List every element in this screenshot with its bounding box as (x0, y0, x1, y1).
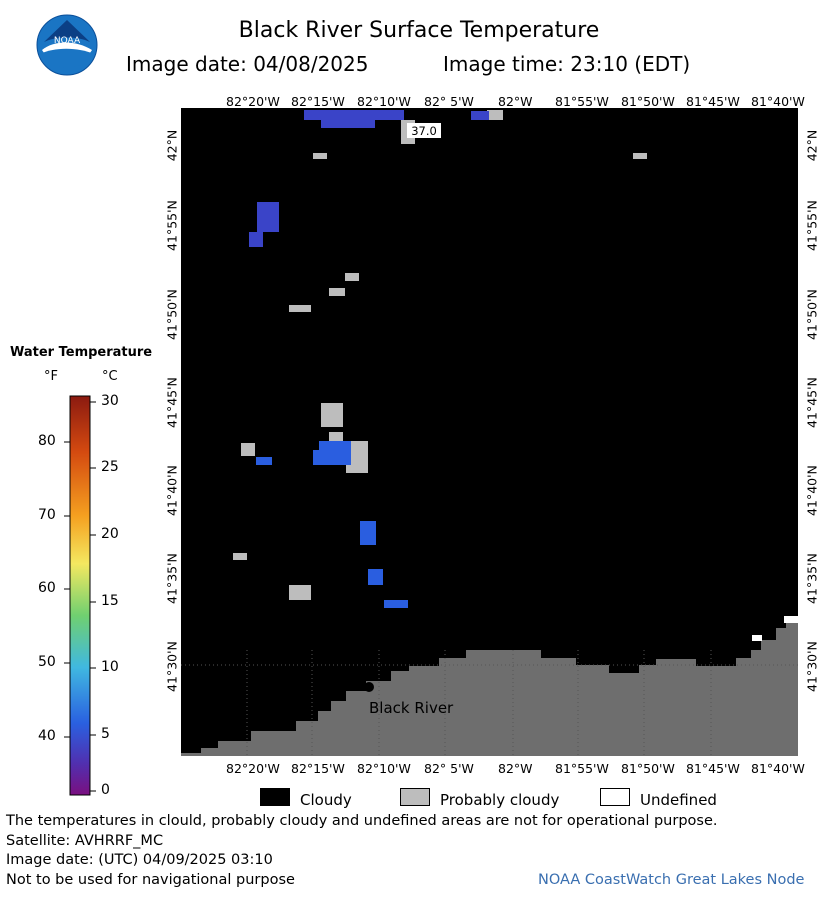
scale-title: Water Temperature (10, 345, 153, 360)
scale-f-tick: 40 (38, 728, 56, 744)
scale-unit-c: °C (102, 369, 118, 384)
scale-f-tick: 70 (38, 507, 56, 523)
scale-c-tick: 15 (101, 593, 119, 609)
lon-label-bottom: 81°40'W (751, 761, 805, 776)
lat-label-right: 42°N (804, 129, 820, 162)
lat-label-right: 41°30'N (804, 641, 820, 692)
lon-label-bottom: 82°15'W (291, 761, 345, 776)
lon-label-bottom: 82°10'W (357, 761, 411, 776)
lat-label-right: 41°35'N (804, 553, 820, 604)
lat-label-right: 41°55'N (804, 200, 820, 251)
map-panel: 37.0 Black River (181, 108, 798, 756)
lon-label-top: 82°15'W (291, 94, 345, 109)
lat-label-left: 41°40'N (164, 465, 180, 516)
legend-probably-cloudy-label: Probably cloudy (440, 791, 560, 809)
credit-text: NOAA CoastWatch Great Lakes Node (538, 872, 805, 888)
water-temperature-patches (249, 110, 489, 608)
lon-label-top: 81°45'W (686, 94, 740, 109)
scale-f-tick: 60 (38, 580, 56, 596)
place-label: Black River (369, 699, 454, 717)
lon-label-bottom: 81°50'W (621, 761, 675, 776)
lon-label-top: 82°W (498, 94, 533, 109)
disclaimer-text: The temperatures in clould, probably clo… (6, 813, 718, 829)
scale-c-tick: 30 (101, 393, 119, 409)
image-time-label: Image time: 23:10 (EDT) (443, 52, 691, 76)
image-date-label: Image date: 04/08/2025 (126, 52, 369, 76)
lat-label-right: 41°50'N (804, 289, 820, 340)
lat-label-right: 41°40'N (804, 465, 820, 516)
undefined-area (784, 616, 798, 623)
scale-c-tick: 5 (101, 726, 110, 742)
lon-label-top: 82°10'W (357, 94, 411, 109)
lat-label-left: 41°45'N (164, 377, 180, 428)
lat-label-left: 41°50'N (164, 289, 180, 340)
lon-label-top: 81°40'W (751, 94, 805, 109)
lon-label-bottom: 81°55'W (555, 761, 609, 776)
legend-cloudy-swatch (260, 788, 290, 806)
scale-c-tick: 0 (101, 782, 110, 798)
lon-label-top: 82° 5'W (424, 94, 474, 109)
navigation-warning: Not to be used for navigational purpose (6, 872, 295, 888)
logo-text: NOAA (54, 36, 81, 46)
lon-label-top: 82°20'W (226, 94, 280, 109)
legend-undefined-label: Undefined (640, 791, 717, 809)
lon-label-bottom: 82°W (498, 761, 533, 776)
lon-label-top: 81°55'W (555, 94, 609, 109)
lon-label-bottom: 81°45'W (686, 761, 740, 776)
legend-probably-cloudy-swatch (400, 788, 430, 806)
lon-label-top: 81°50'W (621, 94, 675, 109)
lat-label-left: 42°N (164, 129, 180, 162)
scale-c-tick: 25 (101, 459, 119, 475)
scale-f-tick: 50 (38, 654, 56, 670)
graticule (181, 650, 798, 756)
lat-label-left: 41°30'N (164, 641, 180, 692)
lat-label-right: 41°45'N (804, 377, 820, 428)
lon-label-bottom: 82°20'W (226, 761, 280, 776)
black-river-marker (364, 682, 374, 692)
scale-f-tick: 80 (38, 433, 56, 449)
legend-cloudy-label: Cloudy (300, 791, 352, 809)
page-title: Black River Surface Temperature (238, 18, 600, 43)
scale-unit-f: °F (44, 369, 58, 384)
lat-label-left: 41°55'N (164, 200, 180, 251)
satellite-text: Satellite: AVHRRF_MC (6, 833, 164, 849)
scale-c-tick: 10 (101, 659, 119, 675)
sample-value-box (407, 123, 441, 138)
scale-c-tick: 20 (101, 526, 119, 542)
lat-label-left: 41°35'N (164, 553, 180, 604)
legend-undefined-swatch (600, 788, 630, 806)
temperature-color-bar (64, 395, 96, 796)
lon-label-bottom: 82° 5'W (424, 761, 474, 776)
noaa-logo: NOAA (36, 14, 98, 76)
undefined-area (752, 635, 762, 641)
cloud-cover (181, 108, 798, 756)
sample-value-label: 37.0 (411, 124, 437, 138)
utc-date-text: Image date: (UTC) 04/09/2025 03:10 (6, 852, 273, 868)
